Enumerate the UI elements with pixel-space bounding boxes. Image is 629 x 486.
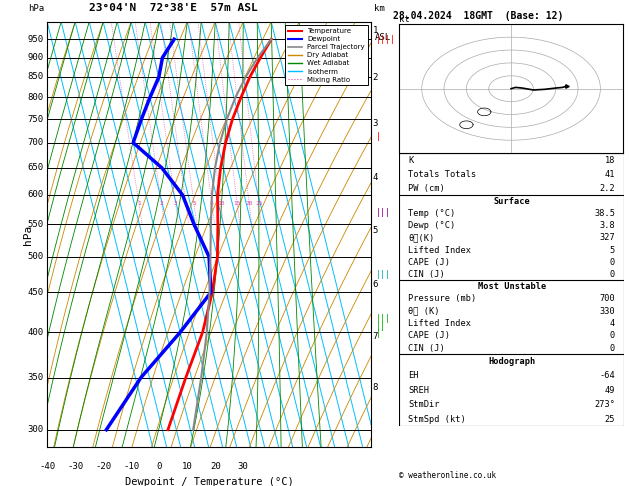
- Text: 3: 3: [373, 120, 378, 128]
- Text: 23°04'N  72°38'E  57m ASL: 23°04'N 72°38'E 57m ASL: [89, 3, 258, 13]
- Text: 0: 0: [610, 270, 615, 279]
- Text: 350: 350: [28, 373, 44, 382]
- Text: 0: 0: [610, 344, 615, 353]
- Text: 0: 0: [610, 331, 615, 340]
- Text: 5: 5: [373, 226, 378, 235]
- Text: Pressure (mb): Pressure (mb): [408, 295, 477, 303]
- Text: Lifted Index: Lifted Index: [408, 245, 471, 255]
- Text: 650: 650: [28, 163, 44, 173]
- Text: EH: EH: [408, 371, 419, 381]
- Text: 8: 8: [210, 201, 214, 206]
- Text: 0: 0: [157, 462, 162, 471]
- Text: 400: 400: [28, 328, 44, 337]
- Text: StmSpd (kt): StmSpd (kt): [408, 415, 466, 423]
- Text: 500: 500: [28, 252, 44, 261]
- Text: 2: 2: [160, 201, 164, 206]
- Text: Temp (°C): Temp (°C): [408, 209, 455, 218]
- Text: © weatheronline.co.uk: © weatheronline.co.uk: [399, 471, 496, 480]
- Text: 4: 4: [373, 173, 378, 182]
- Text: 20: 20: [210, 462, 221, 471]
- Text: ||||: ||||: [376, 35, 396, 44]
- Text: 8: 8: [373, 383, 378, 392]
- Text: 750: 750: [28, 115, 44, 124]
- Text: 600: 600: [28, 191, 44, 199]
- Text: CIN (J): CIN (J): [408, 344, 445, 353]
- Legend: Temperature, Dewpoint, Parcel Trajectory, Dry Adiabat, Wet Adiabat, Isotherm, Mi: Temperature, Dewpoint, Parcel Trajectory…: [285, 25, 367, 86]
- Text: 20: 20: [245, 201, 253, 206]
- Text: ASL: ASL: [374, 33, 391, 41]
- Text: 1: 1: [373, 26, 378, 35]
- Text: Dewpoint / Temperature (°C): Dewpoint / Temperature (°C): [125, 477, 294, 486]
- Text: hPa: hPa: [23, 225, 33, 244]
- Text: 900: 900: [28, 53, 44, 62]
- Text: Hodograph: Hodograph: [488, 357, 535, 366]
- Text: CAPE (J): CAPE (J): [408, 331, 450, 340]
- Text: Surface: Surface: [493, 197, 530, 206]
- Text: 38.5: 38.5: [594, 209, 615, 218]
- Text: 5: 5: [192, 201, 196, 206]
- Text: |||: |||: [376, 208, 391, 217]
- Text: |||: |||: [376, 270, 391, 278]
- Text: 700: 700: [599, 295, 615, 303]
- Text: 1: 1: [137, 201, 141, 206]
- Text: 0: 0: [610, 258, 615, 267]
- Text: 30: 30: [238, 462, 248, 471]
- Text: -30: -30: [67, 462, 83, 471]
- Text: 7: 7: [373, 332, 378, 341]
- Text: 6: 6: [373, 280, 378, 290]
- Text: 18: 18: [604, 156, 615, 165]
- Text: 950: 950: [28, 35, 44, 44]
- Text: Dewp (°C): Dewp (°C): [408, 221, 455, 230]
- Text: 41: 41: [604, 170, 615, 179]
- Text: 700: 700: [28, 138, 44, 147]
- Text: 2: 2: [373, 73, 378, 82]
- Text: 800: 800: [28, 93, 44, 102]
- Text: km: km: [374, 4, 385, 13]
- Text: 330: 330: [599, 307, 615, 316]
- Text: 25: 25: [255, 201, 262, 206]
- Text: CIN (J): CIN (J): [408, 270, 445, 279]
- Text: Totals Totals: Totals Totals: [408, 170, 477, 179]
- Text: 850: 850: [28, 72, 44, 82]
- Text: 5: 5: [610, 245, 615, 255]
- Text: |: |: [376, 132, 381, 141]
- Text: 550: 550: [28, 220, 44, 229]
- Text: 49: 49: [604, 386, 615, 395]
- Text: 4: 4: [184, 201, 187, 206]
- Text: -40: -40: [39, 462, 55, 471]
- Text: -10: -10: [123, 462, 139, 471]
- Text: 3.8: 3.8: [599, 221, 615, 230]
- Text: Most Unstable: Most Unstable: [477, 282, 546, 291]
- Text: PW (cm): PW (cm): [408, 184, 445, 193]
- Text: K: K: [408, 156, 414, 165]
- Text: 3: 3: [174, 201, 177, 206]
- Text: 10: 10: [217, 201, 225, 206]
- Text: 2.2: 2.2: [599, 184, 615, 193]
- Text: 300: 300: [28, 425, 44, 434]
- Text: 450: 450: [28, 288, 44, 297]
- Text: 327: 327: [599, 233, 615, 243]
- Text: 4: 4: [610, 319, 615, 328]
- Text: Lifted Index: Lifted Index: [408, 319, 471, 328]
- Text: -20: -20: [95, 462, 111, 471]
- Text: 10: 10: [182, 462, 192, 471]
- Text: 273°: 273°: [594, 400, 615, 409]
- Text: 15: 15: [233, 201, 241, 206]
- Text: kt: kt: [399, 15, 410, 24]
- Text: StmDir: StmDir: [408, 400, 440, 409]
- Text: hPa: hPa: [28, 4, 44, 13]
- Text: 28.04.2024  18GMT  (Base: 12): 28.04.2024 18GMT (Base: 12): [393, 11, 564, 21]
- Text: CAPE (J): CAPE (J): [408, 258, 450, 267]
- Text: 25: 25: [604, 415, 615, 423]
- Text: ||: ||: [376, 322, 386, 331]
- Text: |||: |||: [376, 314, 391, 324]
- Text: θᴇ (K): θᴇ (K): [408, 307, 440, 316]
- Text: -64: -64: [599, 371, 615, 381]
- Text: θᴇ(K): θᴇ(K): [408, 233, 435, 243]
- Text: SREH: SREH: [408, 386, 430, 395]
- Text: |: |: [376, 329, 381, 338]
